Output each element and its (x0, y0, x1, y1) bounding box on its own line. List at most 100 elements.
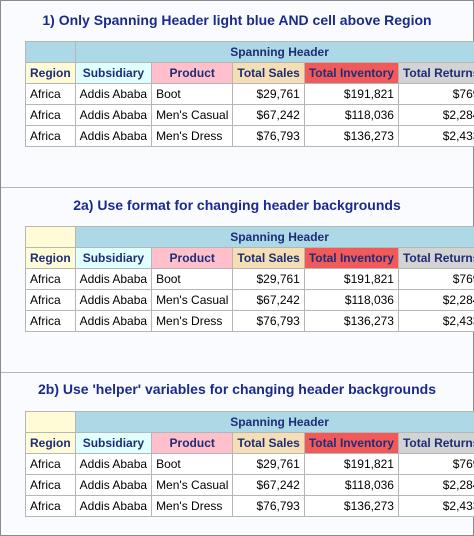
cell-total-inventory: $191,821 (303, 268, 399, 290)
cell-total-returns: $2,284 (397, 289, 474, 311)
spanning-header: Spanning Header (74, 411, 474, 433)
cell-product: Boot (151, 83, 234, 105)
cell-total-sales: $29,761 (232, 268, 305, 290)
cell-subsidiary: Addis Ababa (74, 474, 153, 496)
column-header-total-sales: Total Sales (232, 62, 305, 84)
cell-product: Boot (151, 453, 234, 475)
table-row: Africa Addis Ababa Men's Dress $76,793 $… (25, 310, 474, 332)
cell-total-inventory: $136,273 (303, 125, 399, 147)
cell-product: Men's Casual (151, 474, 234, 496)
table-row: Africa Addis Ababa Men's Casual $67,242 … (25, 289, 474, 311)
cell-region: Africa (25, 125, 76, 147)
report-section-2b: 2b) Use 'helper' variables for changing … (2, 373, 474, 535)
column-header-total-inventory: Total Inventory (303, 247, 399, 269)
cell-total-sales: $76,793 (232, 495, 305, 517)
column-header-total-sales: Total Sales (232, 247, 305, 269)
section-title: 2a) Use format for changing header backg… (73, 197, 401, 213)
table-row: Africa Addis Ababa Boot $29,761 $191,821… (25, 83, 474, 105)
cell-region: Africa (25, 289, 76, 311)
report-table: Spanning Header Region Subsidiary Produc… (25, 411, 474, 517)
cell-total-sales: $76,793 (232, 125, 305, 147)
cell-total-returns: $769 (397, 453, 474, 475)
spanning-header-row: Spanning Header (25, 226, 474, 248)
cell-total-sales: $29,761 (232, 83, 305, 105)
column-header-product: Product (151, 62, 234, 84)
report-table: Spanning Header Region Subsidiary Produc… (25, 41, 474, 147)
section-divider (1, 187, 473, 188)
cell-total-sales: $29,761 (232, 453, 305, 475)
cell-total-returns: $2,433 (397, 310, 474, 332)
cell-total-returns: $769 (397, 83, 474, 105)
cell-total-inventory: $136,273 (303, 495, 399, 517)
spanning-header-row: Spanning Header (25, 41, 474, 63)
report-section-2a: 2a) Use format for changing header backg… (2, 188, 474, 372)
cell-total-sales: $76,793 (232, 310, 305, 332)
column-header-subsidiary: Subsidiary (74, 62, 153, 84)
cell-subsidiary: Addis Ababa (74, 268, 153, 290)
table-row: Africa Addis Ababa Men's Dress $76,793 $… (25, 125, 474, 147)
column-header-total-returns: Total Returns (397, 62, 474, 84)
cell-region: Africa (25, 83, 76, 105)
spanning-header-row: Spanning Header (25, 411, 474, 433)
column-header-total-inventory: Total Inventory (303, 62, 399, 84)
cell-product: Boot (151, 268, 234, 290)
report-section-1: 1) Only Spanning Header light blue AND c… (2, 1, 474, 186)
spanning-header: Spanning Header (74, 226, 474, 248)
cell-product: Men's Casual (151, 104, 234, 126)
column-header-total-inventory: Total Inventory (303, 432, 399, 454)
cell-subsidiary: Addis Ababa (74, 495, 153, 517)
cell-total-returns: $2,433 (397, 125, 474, 147)
cell-product: Men's Dress (151, 495, 234, 517)
cell-region: Africa (25, 268, 76, 290)
cell-subsidiary: Addis Ababa (74, 310, 153, 332)
column-header-subsidiary: Subsidiary (74, 247, 153, 269)
blank-header-cell (25, 41, 76, 63)
column-header-row: Region Subsidiary Product Total Sales To… (25, 432, 474, 454)
cell-product: Men's Dress (151, 310, 234, 332)
cell-total-returns: $769 (397, 268, 474, 290)
table-row: Africa Addis Ababa Boot $29,761 $191,821… (25, 268, 474, 290)
cell-region: Africa (25, 104, 76, 126)
column-header-product: Product (151, 432, 234, 454)
cell-total-sales: $67,242 (232, 474, 305, 496)
cell-total-inventory: $118,036 (303, 474, 399, 496)
cell-region: Africa (25, 495, 76, 517)
report-table: Spanning Header Region Subsidiary Produc… (25, 226, 474, 332)
section-title: 1) Only Spanning Header light blue AND c… (42, 12, 432, 28)
column-header-total-returns: Total Returns (397, 432, 474, 454)
cell-region: Africa (25, 310, 76, 332)
column-header-row: Region Subsidiary Product Total Sales To… (25, 62, 474, 84)
spanning-header: Spanning Header (74, 41, 474, 63)
table-row: Africa Addis Ababa Men's Casual $67,242 … (25, 104, 474, 126)
cell-region: Africa (25, 453, 76, 475)
column-header-region: Region (25, 247, 76, 269)
cell-total-inventory: $136,273 (303, 310, 399, 332)
cell-subsidiary: Addis Ababa (74, 453, 153, 475)
cell-total-inventory: $191,821 (303, 453, 399, 475)
cell-subsidiary: Addis Ababa (74, 125, 153, 147)
table-row: Africa Addis Ababa Boot $29,761 $191,821… (25, 453, 474, 475)
cell-total-sales: $67,242 (232, 104, 305, 126)
blank-header-cell (25, 226, 76, 248)
column-header-region: Region (25, 432, 76, 454)
cell-total-inventory: $191,821 (303, 83, 399, 105)
cell-total-inventory: $118,036 (303, 104, 399, 126)
column-header-total-sales: Total Sales (232, 432, 305, 454)
column-header-row: Region Subsidiary Product Total Sales To… (25, 247, 474, 269)
cell-subsidiary: Addis Ababa (74, 83, 153, 105)
column-header-region: Region (25, 62, 76, 84)
cell-total-returns: $2,284 (397, 474, 474, 496)
blank-header-cell (25, 411, 76, 433)
cell-subsidiary: Addis Ababa (74, 289, 153, 311)
table-row: Africa Addis Ababa Men's Dress $76,793 $… (25, 495, 474, 517)
column-header-total-returns: Total Returns (397, 247, 474, 269)
cell-total-inventory: $118,036 (303, 289, 399, 311)
table-row: Africa Addis Ababa Men's Casual $67,242 … (25, 474, 474, 496)
cell-total-returns: $2,284 (397, 104, 474, 126)
column-header-product: Product (151, 247, 234, 269)
cell-total-returns: $2,433 (397, 495, 474, 517)
cell-product: Men's Dress (151, 125, 234, 147)
section-divider (1, 372, 473, 373)
section-title: 2b) Use 'helper' variables for changing … (38, 381, 436, 397)
